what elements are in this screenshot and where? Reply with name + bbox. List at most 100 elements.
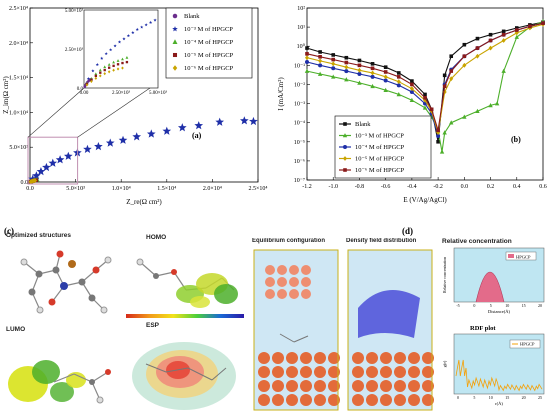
point-b (423, 92, 427, 97)
relative-concentration-title: Relative concentration (442, 238, 512, 245)
point-b (514, 34, 519, 39)
zoom-box-a (27, 136, 79, 185)
inset-point (135, 27, 139, 31)
point-b (305, 55, 309, 61)
x-tick-label-b: -1.2 (302, 184, 312, 190)
inset-point (85, 83, 89, 87)
inset-point (126, 34, 131, 38)
point-b (409, 97, 415, 102)
legend-marker-a (172, 52, 178, 58)
inset-point (112, 68, 115, 72)
rdf-x-axis-label: r(Å) (495, 401, 503, 406)
inset-point (121, 66, 124, 70)
point-b (383, 78, 388, 83)
legend-label-b: 10⁻⁴ M of HPGCP (355, 144, 405, 151)
rdf-tile: RDF plot HPGCP 0 5 10 15 20 25 r(Å) g(r) (440, 322, 548, 414)
y-axis-label-b: I (mA/Cm²) (277, 77, 285, 111)
rel-y-axis-label: Relative concentration (442, 257, 447, 293)
equilibrium-tile: Equilibrium configuration (250, 238, 342, 414)
x-tick-label-b: -0.8 (355, 184, 365, 190)
point-b (429, 107, 434, 112)
point-b (396, 75, 401, 79)
point-b (344, 77, 349, 82)
point-b (528, 24, 532, 29)
inset-x-tick-label: 5.00×10³ (149, 90, 168, 96)
plot-frame-b (306, 7, 544, 181)
point-b (436, 139, 440, 144)
rel-x-tick-label: -5 (456, 303, 459, 308)
rdf-legend-box (509, 339, 541, 349)
legend-a (165, 7, 253, 79)
y-axis-label-a: Z_im(Ω cm²) (2, 76, 10, 114)
point-b (318, 58, 323, 64)
legend-marker-b (343, 168, 347, 172)
rdf-y-axis-label: g(r) (442, 360, 447, 367)
rel-x-tick-label: 5 (490, 303, 492, 308)
point-a (63, 151, 73, 160)
esp-tile: ESP (126, 314, 244, 414)
rdf-curve (455, 359, 543, 392)
y-tick-label-a: 2.5×10⁴ (9, 6, 28, 12)
point-b (462, 54, 467, 59)
inset-point (113, 44, 117, 48)
point-b (304, 68, 310, 73)
inset-point (131, 30, 135, 34)
point-a (162, 126, 172, 135)
point-b (494, 101, 500, 106)
inset-point (117, 40, 122, 44)
legend-marker-a (172, 13, 178, 19)
point-b (442, 84, 447, 89)
inset-point (121, 61, 124, 65)
plot-frame-a (29, 7, 259, 183)
legend-marker-b (343, 122, 347, 126)
point-b (318, 63, 323, 68)
point-b (357, 63, 362, 68)
point-b (370, 83, 375, 89)
nyquist-chart: 0.0 5.0×10³ 1.0×10⁴ 1.5×10⁴ 2.0×10⁴ 2.5×10⁴ 0.… (2, 6, 267, 206)
point-b (383, 65, 388, 69)
point-a (33, 178, 38, 183)
rdf-x-tick-label: 0 (457, 395, 459, 400)
x-axis-label-a: Z_re(Ω cm²) (126, 198, 162, 206)
x-tick-label-a: 2.0×10⁴ (203, 186, 222, 192)
tafel-chart: -1.2 -1.0 -0.8 -0.6 -0.4 -0.2 0.0 0.2 0.4 0.6 10⁻⁷… (277, 6, 547, 204)
point-a (118, 135, 128, 144)
point-b (357, 67, 362, 73)
lumo-tile: LUMO (4, 322, 122, 414)
point-b (449, 54, 454, 59)
inset-point (112, 64, 115, 68)
point-b (488, 103, 493, 108)
inset-point (112, 60, 116, 64)
rdf-legend-label: HPGCP (520, 342, 535, 347)
inset-point (107, 63, 111, 66)
x-tick-label-b: 0.4 (513, 184, 521, 190)
point-a (55, 155, 65, 164)
inset-point (109, 48, 113, 52)
point-b (442, 130, 447, 135)
homo-title: HOMO (146, 234, 167, 241)
point-b (331, 66, 336, 71)
point-b (318, 50, 322, 54)
legend-label-b: Blank (355, 121, 371, 128)
point-b (344, 64, 349, 70)
rel-peak (475, 271, 505, 303)
point-b (383, 70, 388, 74)
point-b (449, 69, 454, 73)
y-tick-label-b: 10⁻⁵ (294, 140, 305, 146)
panel-label-b: (b) (511, 135, 521, 144)
point-b (317, 71, 323, 76)
rel-x-axis-label: Distance(Å) (488, 309, 510, 314)
legend-label-a: 10⁻⁴ M of HPGCP (184, 39, 234, 46)
inset-point (103, 72, 107, 76)
inset-point (121, 57, 124, 61)
legend-marker-a (172, 39, 178, 45)
point-b (439, 149, 445, 154)
homo-tile: HOMO (126, 232, 244, 322)
x-tick-label-b: -0.6 (381, 184, 391, 190)
inset-point (144, 23, 148, 27)
inset-point (125, 60, 129, 64)
point-b (514, 26, 519, 30)
point-b (383, 87, 388, 92)
x-axis-label-b: E (V/Ag/AgCl) (403, 196, 447, 204)
inset-point (116, 63, 120, 66)
